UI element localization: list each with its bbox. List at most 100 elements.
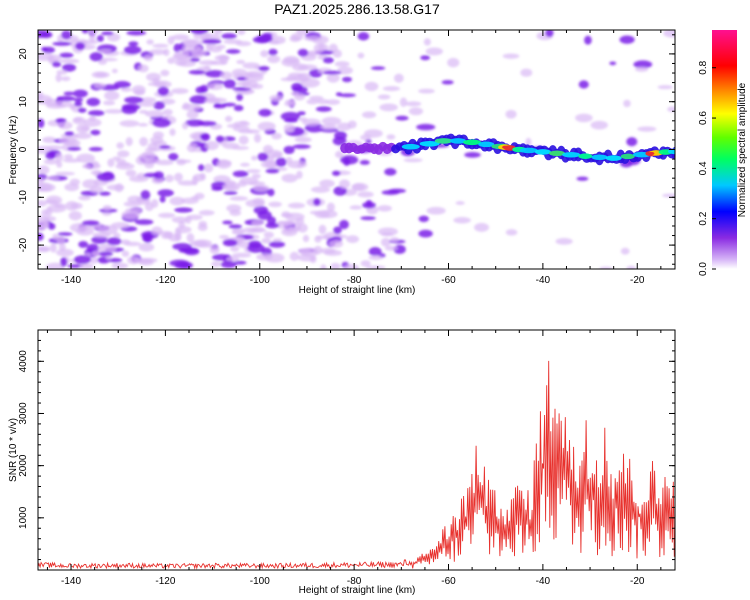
heatmap-noise-blob <box>178 220 186 229</box>
heatmap-noise-blob <box>189 57 201 62</box>
heatmap-noise-blob <box>56 69 68 75</box>
heatmap-noise-blob <box>68 210 82 221</box>
heatmap-noise-blob <box>123 45 142 55</box>
colorbar: 0.0 0.2 0.4 0.6 0.8 Normalized spectral ampl… <box>698 30 748 276</box>
heatmap-noise-blob <box>662 193 675 198</box>
heatmap-noise-blob <box>162 108 173 116</box>
heatmap-noise-blob <box>80 126 91 131</box>
heatmap-noise-blob <box>283 128 295 133</box>
heatmap-noise-blob <box>223 191 238 195</box>
heatmap-noise-blob <box>222 102 237 107</box>
heatmap-signal-core <box>463 139 482 146</box>
heatmap-noise-blob <box>314 235 322 243</box>
heatmap-noise-blob <box>384 245 398 251</box>
heatmap-noise-blob <box>310 186 331 193</box>
heatmap-noise-blob <box>213 175 231 184</box>
heatmap-noise-blob <box>203 32 211 39</box>
heatmap-noise-blob <box>58 121 73 130</box>
heatmap-noise-blob <box>159 145 171 149</box>
heatmap-noise-blob <box>258 108 272 117</box>
heatmap-noise-blob <box>297 48 309 57</box>
heatmap-noise-blob <box>82 220 100 226</box>
heatmap-noise-blob <box>609 61 617 66</box>
heatmap-noise-blob <box>360 216 376 221</box>
heatmap-noise-blob <box>111 68 118 74</box>
heatmap-noise-blob <box>78 241 89 248</box>
heatmap-noise-blob <box>318 43 325 53</box>
heatmap-noise-blob <box>61 76 71 82</box>
heatmap-noise-blob <box>505 229 518 236</box>
heatmap-signal-core <box>620 153 635 160</box>
colorbar-tick-label: 0.6 <box>698 111 709 125</box>
heatmap-noise-blob <box>121 250 130 257</box>
heatmap-noise-blob <box>158 212 176 218</box>
heatmap-noise-blob <box>111 262 129 269</box>
heatmap-noise-blob <box>232 252 252 258</box>
heatmap-noise-blob <box>60 257 68 267</box>
heatmap-noise-blob <box>168 153 179 161</box>
heatmap-noise-blob <box>72 116 86 125</box>
colorbar-ticks: 0.0 0.2 0.4 0.6 0.8 <box>698 60 716 276</box>
heatmap-noise-blob <box>474 222 490 232</box>
heatmap-noise-blob <box>152 43 169 48</box>
heatmap-noise-blob <box>306 99 319 105</box>
snr-x-axis-label: Height of straight line (km) <box>299 585 416 596</box>
heatmap-noise-blob <box>657 85 673 90</box>
heatmap-noise-blob <box>157 189 174 197</box>
heatmap-noise-blob <box>128 41 139 47</box>
heatmap-noise-blob <box>251 220 264 226</box>
heatmap-noise-blob <box>38 187 53 192</box>
heatmap-noise-blob <box>87 110 105 116</box>
heatmap-noise-blob <box>104 109 124 114</box>
heatmap-noise-blob <box>325 99 340 105</box>
heatmap-noise-blob <box>137 199 151 205</box>
spectrogram-y-tick-label: 0 <box>18 146 29 152</box>
snr-x-tick-label: -60 <box>441 576 456 587</box>
heatmap-noise-blob <box>667 106 675 112</box>
heatmap-noise-blob <box>334 61 350 67</box>
heatmap-noise-blob <box>67 146 82 151</box>
heatmap-noise-blob <box>575 113 593 123</box>
heatmap-noise-blob <box>198 210 215 216</box>
heatmap-noise-blob <box>89 257 99 264</box>
heatmap-noise-blob <box>204 70 225 78</box>
heatmap-noise-blob <box>626 137 638 147</box>
heatmap-noise-blob <box>253 184 270 192</box>
heatmap-noise-blob <box>257 152 269 162</box>
heatmap-noise-blob <box>247 243 265 253</box>
heatmap-noise-blob <box>294 136 312 143</box>
heatmap-noise-blob <box>181 39 198 46</box>
heatmap-noise-blob <box>222 182 241 192</box>
heatmap-noise-blob <box>225 49 241 54</box>
heatmap-noise-blob <box>73 89 88 98</box>
spectrogram-x-tick-label: -120 <box>155 275 175 286</box>
snr-x-ticks: -140 -120 -100 -80 -60 -40 -20 <box>46 330 662 587</box>
heatmap-noise-blob <box>174 58 187 66</box>
heatmap-noise-blob <box>211 186 223 191</box>
heatmap-noise-blob <box>157 86 169 96</box>
heatmap-noise-blob <box>126 30 147 36</box>
heatmap-noise-blob <box>361 111 377 119</box>
heatmap-noise-blob <box>117 150 130 158</box>
heatmap-noise-blob <box>98 225 118 235</box>
heatmap-noise-blob <box>53 100 73 108</box>
heatmap-signal-core <box>549 150 566 157</box>
heatmap-noise-blob <box>268 48 278 56</box>
heatmap-noise-blob <box>238 135 249 145</box>
heatmap-noise-blob <box>453 217 471 224</box>
heatmap-noise-blob <box>55 152 64 162</box>
heatmap-noise-blob <box>186 233 195 243</box>
heatmap-noise-blob <box>209 245 220 254</box>
heatmap-noise-blob <box>204 65 211 70</box>
heatmap-noise-blob <box>388 188 406 194</box>
heatmap-noise-blob <box>73 97 84 102</box>
heatmap-noise-blob <box>213 30 223 35</box>
heatmap-noise-blob <box>42 136 57 143</box>
heatmap-noise-blob <box>284 212 305 221</box>
heatmap-noise-blob <box>281 173 298 183</box>
heatmap-noise-blob <box>81 30 89 34</box>
heatmap-noise-blob <box>176 158 187 166</box>
heatmap-noise-blob <box>360 134 372 141</box>
heatmap-noise-blob <box>77 107 87 113</box>
heatmap-signal-core <box>562 151 581 158</box>
